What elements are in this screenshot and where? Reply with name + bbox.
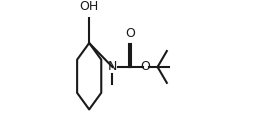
- Text: N: N: [108, 60, 117, 73]
- Text: O: O: [141, 60, 151, 73]
- Text: O: O: [125, 27, 135, 40]
- Text: OH: OH: [80, 0, 99, 13]
